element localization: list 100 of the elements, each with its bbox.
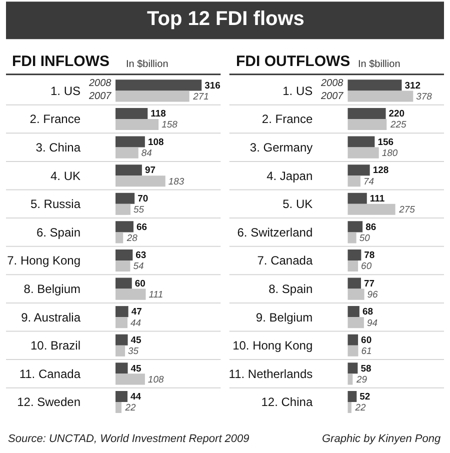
data-label: 50 [359,232,371,244]
bar [116,390,128,402]
bar [116,232,124,244]
data-label: 44 [130,392,142,403]
y-tick-label: 1. US [282,84,313,98]
data-label: 22 [354,402,367,414]
data-label: 97 [144,165,156,176]
bar [348,362,358,374]
bar [116,221,134,232]
bar [116,192,135,204]
y-tick-label: 2. France [30,112,81,126]
bar [348,249,362,260]
bar [348,345,358,356]
bar [116,119,159,130]
data-label: 74 [363,176,374,188]
y-tick-label: 8. Spain [268,282,313,296]
data-label: 78 [364,250,375,262]
chart-subtitle: In $billion [358,59,400,70]
data-label: 118 [150,108,166,120]
data-label: 111 [370,194,385,205]
y-tick-label: 6. Spain [36,225,80,240]
data-label: 378 [416,91,433,102]
text: Top 12 FDI flows [147,8,304,30]
data-label: 44 [130,318,142,329]
data-label: 183 [168,176,185,188]
bar [348,260,358,272]
bar [348,317,364,328]
data-label: 108 [148,136,164,148]
y-tick-label: 7. Canada [257,254,313,268]
y-tick-label: 7. Hong Kong [7,254,80,268]
bar [116,362,128,374]
series-label: 2007 [88,91,112,102]
bar [116,306,128,318]
bar [116,136,145,148]
bar [116,90,190,102]
data-label: 225 [389,120,407,131]
bar [116,147,138,158]
y-tick-label: 11. Canada [19,366,81,381]
data-label: 28 [126,232,138,244]
bar [116,176,166,187]
bar [348,90,414,102]
bar [348,119,387,130]
data-label: 84 [141,148,152,159]
bar [116,345,126,356]
data-label: 70 [138,194,148,205]
y-tick-label: 8. Belgium [24,282,80,296]
bar [348,278,361,289]
data-label: 55 [134,204,145,216]
data-label: 111 [148,289,164,300]
data-label: 77 [364,278,375,290]
data-label: 58 [360,363,372,374]
bar [348,147,379,158]
data-label: 66 [136,222,148,233]
chart-title: FDI INFLOWS [12,53,110,70]
bar [116,374,145,385]
data-label: 45 [130,335,142,346]
bar [116,108,148,120]
bar [116,278,132,289]
bar [116,204,130,215]
data-label: 86 [366,222,376,233]
data-label: 96 [367,289,379,300]
bar [348,80,402,91]
series-label: 2008 [88,78,112,89]
data-label: 22 [124,402,137,414]
y-tick-label: 4. Japan [266,168,313,183]
bar [348,232,356,244]
bar [348,108,386,120]
data-label: 47 [131,306,142,318]
y-tick-label: 5. Russia [30,197,81,212]
bar [348,176,360,187]
bar [116,164,142,176]
y-tick-label: 12. Sweden [17,395,80,410]
chart-title: FDI OUTFLOWS [236,53,350,70]
data-label: 60 [134,278,146,290]
data-label: 312 [404,80,420,92]
bar [116,80,202,91]
text: Graphic by Kinyen Pong [322,433,442,445]
data-label: 68 [362,306,373,318]
data-label: 45 [130,363,142,374]
y-tick-label: 12. China [261,395,313,410]
y-tick-label: 9. Belgium [256,310,313,324]
y-tick-label: 3. Germany [250,140,313,154]
bar [116,402,122,414]
data-label: 271 [192,91,209,102]
series-label: 2008 [320,78,344,89]
bar [348,390,357,402]
y-tick-label: 3. China [36,140,81,154]
data-label: 29 [355,374,368,386]
data-label: 108 [148,374,164,386]
y-tick-label: 4. UK [50,168,80,183]
y-tick-label: 10. Brazil [30,338,80,353]
data-label: 220 [388,108,405,120]
y-tick-label: 2. France [262,112,313,126]
series-label: 2007 [320,91,344,102]
bar [348,136,375,148]
data-label: 60 [361,261,372,272]
y-tick-label: 10. Hong Kong [232,338,313,353]
data-label: 52 [360,392,370,403]
source-note: Source: UNCTAD, World Investment Report 2009 [8,433,250,445]
bar [116,260,130,272]
